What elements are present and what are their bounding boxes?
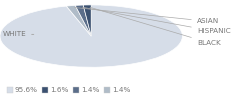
Wedge shape — [66, 5, 91, 36]
Legend: 95.6%, 1.6%, 1.4%, 1.4%: 95.6%, 1.6%, 1.4%, 1.4% — [4, 85, 134, 96]
Text: BLACK: BLACK — [90, 7, 221, 46]
Wedge shape — [0, 5, 182, 67]
Text: WHITE: WHITE — [2, 31, 34, 37]
Text: HISPANIC: HISPANIC — [83, 7, 231, 34]
Wedge shape — [75, 5, 91, 36]
Wedge shape — [83, 5, 91, 36]
Text: ASIAN: ASIAN — [75, 8, 219, 24]
